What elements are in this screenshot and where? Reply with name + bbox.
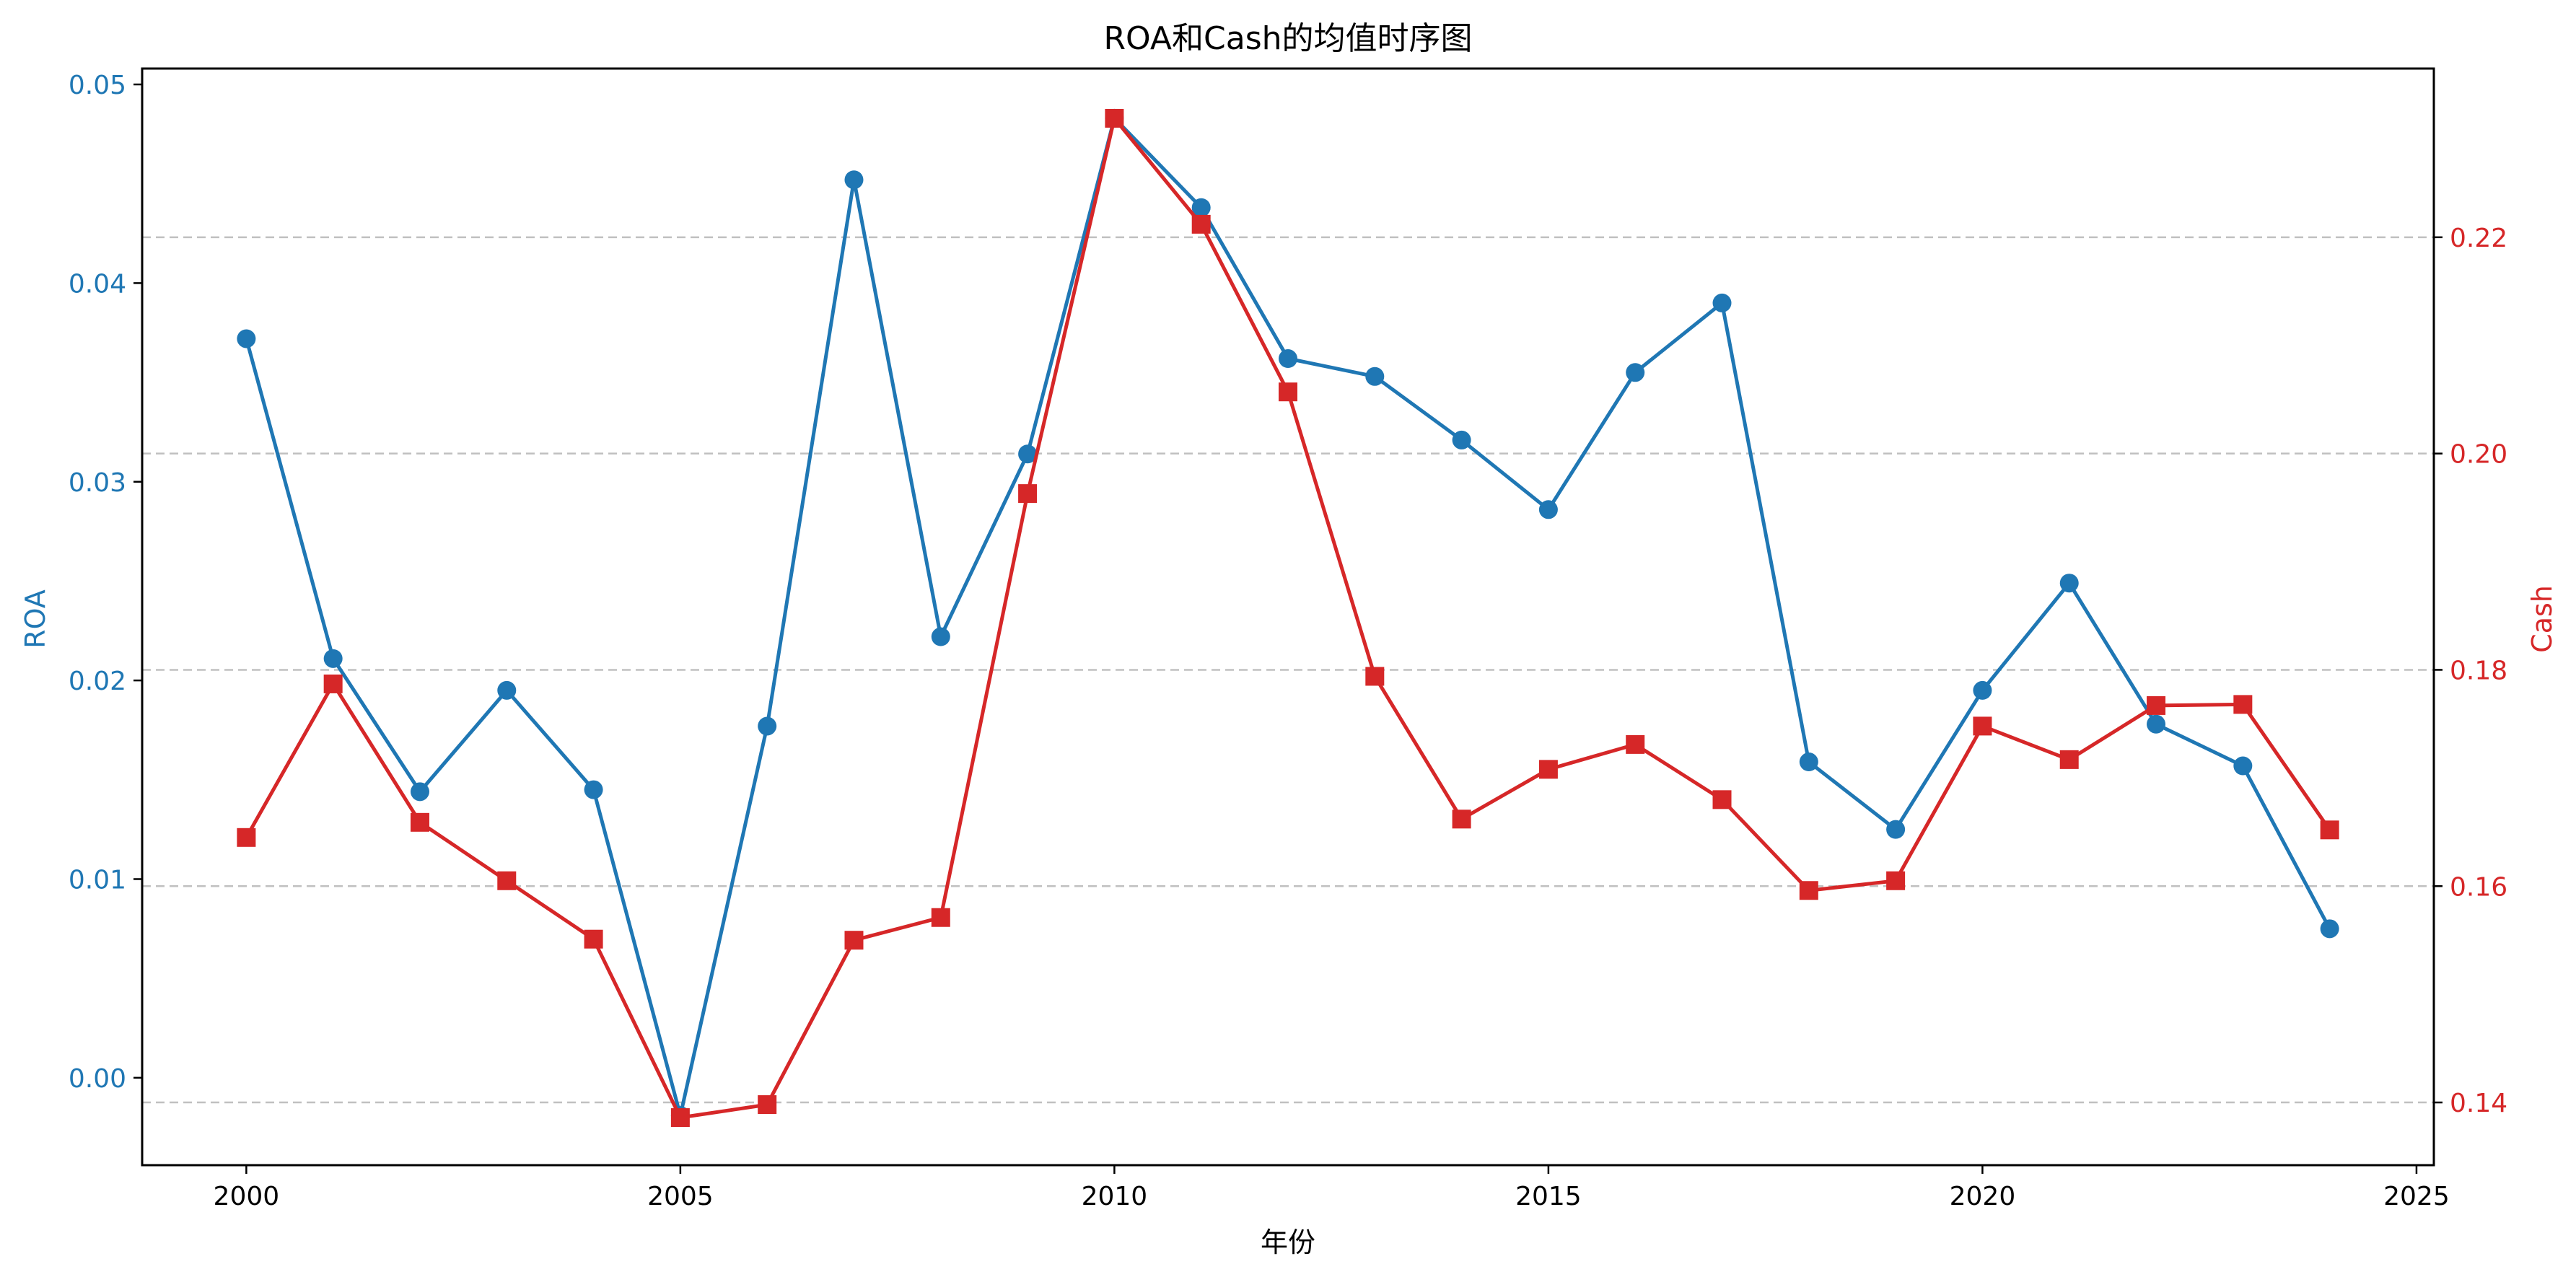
data-point-cash <box>1018 484 1038 504</box>
y-axis-left-label: ROA <box>19 589 51 649</box>
chart-title: ROA和Cash的均值时序图 <box>1103 20 1472 57</box>
series-roa <box>237 108 2339 1125</box>
data-point-cash <box>758 1095 777 1115</box>
data-point-roa <box>931 627 950 646</box>
data-point-cash <box>1105 108 1124 128</box>
data-point-roa <box>2320 919 2339 939</box>
data-point-cash <box>1365 667 1385 686</box>
data-point-cash <box>323 674 343 693</box>
data-point-cash <box>497 871 517 890</box>
x-tick-label: 2015 <box>1515 1182 1582 1211</box>
data-point-cash <box>670 1108 690 1128</box>
data-point-roa <box>2233 756 2253 776</box>
data-point-cash <box>1799 881 1818 900</box>
x-tick-label: 2005 <box>647 1182 714 1211</box>
data-point-roa <box>410 782 429 802</box>
y-left-tick-label: 0.03 <box>69 468 126 498</box>
data-point-cash <box>1973 716 1992 736</box>
data-point-roa <box>1452 430 1471 449</box>
x-tick-label: 2025 <box>2383 1182 2450 1211</box>
y-left-tick-label: 0.05 <box>69 71 126 100</box>
data-point-cash <box>2147 695 2166 715</box>
y-right-tick-label: 0.18 <box>2450 656 2507 685</box>
data-point-cash <box>410 812 429 832</box>
data-point-cash <box>1452 809 1471 829</box>
x-tick-label: 2000 <box>214 1182 280 1211</box>
data-point-cash <box>2233 695 2253 714</box>
y-left-tick-label: 0.04 <box>69 269 126 299</box>
data-point-roa <box>1973 680 1992 700</box>
data-point-roa <box>1279 349 1297 369</box>
series-line-roa <box>244 116 2331 1118</box>
data-point-roa <box>497 680 517 700</box>
data-point-cash <box>931 908 950 927</box>
y-axis-right: 0.14 0.16 0.18 0.20 0.22 <box>2434 224 2507 1118</box>
data-point-cash <box>1712 790 1732 809</box>
x-tick-label: 2020 <box>1950 1182 2016 1211</box>
data-point-roa <box>1538 500 1558 519</box>
data-point-roa <box>1365 367 1385 386</box>
data-point-cash <box>844 931 864 950</box>
y-right-tick-label: 0.16 <box>2450 872 2507 902</box>
series-line-cash <box>245 116 2331 1120</box>
data-point-roa <box>1018 444 1038 464</box>
y-right-tick-label: 0.14 <box>2450 1089 2507 1118</box>
data-point-roa <box>758 716 777 736</box>
data-point-roa <box>584 780 603 799</box>
y-right-tick-label: 0.20 <box>2450 440 2507 470</box>
data-point-cash <box>2320 820 2339 840</box>
y-axis-right-label: Cash <box>2526 585 2558 653</box>
data-point-roa <box>237 329 256 348</box>
data-point-cash <box>584 929 603 949</box>
data-point-roa <box>1191 198 1211 217</box>
data-point-roa <box>1626 363 1645 382</box>
x-tick-label: 2010 <box>1082 1182 1148 1211</box>
y-axis-left: 0.00 0.01 0.02 0.03 0.04 0.05 <box>69 71 142 1094</box>
data-point-cash <box>1886 871 1906 890</box>
data-point-cash <box>1626 734 1645 754</box>
x-axis: 2000 2005 2010 2015 2020 2025 <box>214 1165 2450 1211</box>
y-right-tick-label: 0.22 <box>2450 224 2507 253</box>
y-left-tick-label: 0.02 <box>69 667 126 696</box>
data-point-roa <box>323 649 343 668</box>
data-point-cash <box>2059 750 2079 769</box>
data-point-cash <box>237 828 256 847</box>
data-point-roa <box>2147 714 2166 734</box>
data-point-roa <box>844 170 864 190</box>
grid-lines <box>142 236 2434 1104</box>
y-left-tick-label: 0.00 <box>69 1064 126 1094</box>
data-point-roa <box>2059 574 2079 593</box>
data-point-cash <box>1538 760 1558 779</box>
series-layer <box>237 108 2339 1128</box>
data-point-cash <box>1191 214 1211 234</box>
x-axis-label: 年份 <box>1261 1226 1315 1258</box>
data-point-cash <box>1279 382 1297 402</box>
data-point-roa <box>1886 820 1906 839</box>
series-cash <box>237 108 2339 1128</box>
data-point-roa <box>1799 752 1818 772</box>
plot-frame <box>141 67 2435 1167</box>
data-point-roa <box>1712 293 1732 312</box>
y-left-tick-label: 0.01 <box>69 865 126 895</box>
